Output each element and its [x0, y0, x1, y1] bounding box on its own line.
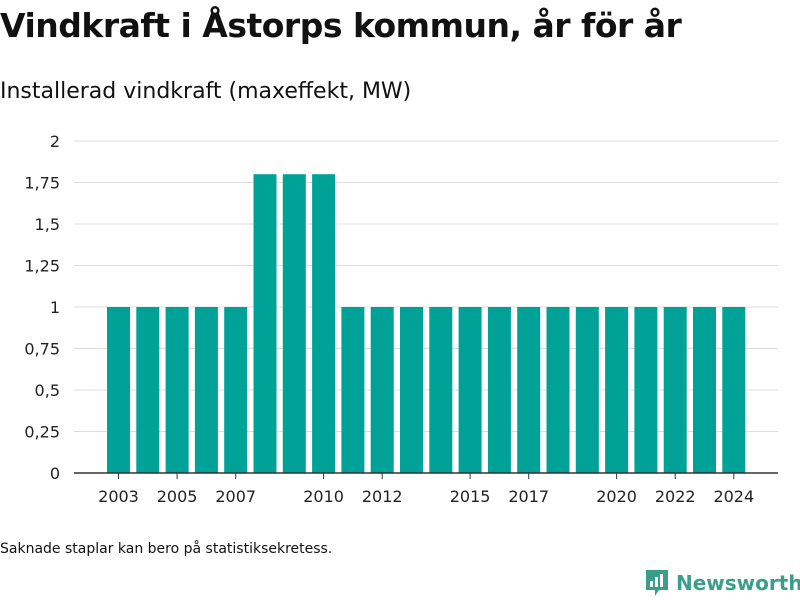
bar-2016	[487, 307, 511, 473]
y-tick-label: 0	[50, 464, 60, 483]
x-tick-label: 2005	[157, 487, 198, 506]
bar-2009	[282, 174, 306, 473]
x-tick-label: 2003	[98, 487, 139, 506]
bar-2003	[107, 307, 130, 473]
x-tick-label: 2020	[596, 487, 637, 506]
bar-2011	[341, 307, 365, 473]
bar-2023	[693, 307, 716, 473]
bar-2020	[605, 307, 629, 473]
bar-2008	[253, 174, 277, 473]
bar-2019	[575, 307, 599, 473]
bar-2005	[165, 307, 189, 473]
x-tick-label: 2012	[362, 487, 403, 506]
newsworthy-logo-icon	[646, 570, 668, 596]
y-tick-label: 1,25	[24, 257, 60, 276]
bar-2017	[517, 307, 541, 473]
brand-name: Newsworthy	[676, 571, 800, 595]
bar-2014	[429, 307, 453, 473]
x-tick-label: 2017	[508, 487, 549, 506]
y-tick-label: 0,5	[35, 381, 60, 400]
bar-2018	[546, 307, 570, 473]
bar-2024	[722, 307, 746, 473]
footnote: Saknade staplar kan bero på statistiksek…	[0, 541, 333, 557]
x-tick-label: 2007	[215, 487, 256, 506]
bar-2006	[194, 307, 218, 473]
chart-subtitle: Installerad vindkraft (maxeffekt, MW)	[0, 79, 412, 104]
chart-title: Vindkraft i Åstorps kommun, år för år	[0, 6, 682, 45]
bar-2004	[136, 307, 160, 473]
y-tick-label: 0,25	[24, 423, 60, 442]
bar-2015	[458, 307, 482, 473]
x-tick-label: 2015	[450, 487, 491, 506]
bar-2007	[224, 307, 248, 473]
y-tick-label: 2	[50, 132, 60, 151]
y-tick-label: 1,75	[24, 174, 60, 193]
bar-2022	[663, 307, 687, 473]
bar-2013	[400, 307, 423, 473]
brand-logo: Newsworthy	[644, 568, 800, 598]
x-tick-label: 2010	[303, 487, 344, 506]
x-tick-label: 2024	[713, 487, 754, 506]
bar-2012	[370, 307, 394, 473]
y-tick-label: 0,75	[24, 340, 60, 359]
y-tick-label: 1	[50, 298, 60, 317]
bar-2021	[634, 307, 658, 473]
x-tick-label: 2022	[655, 487, 696, 506]
bar-2010	[312, 174, 336, 473]
y-tick-label: 1,5	[35, 215, 60, 234]
